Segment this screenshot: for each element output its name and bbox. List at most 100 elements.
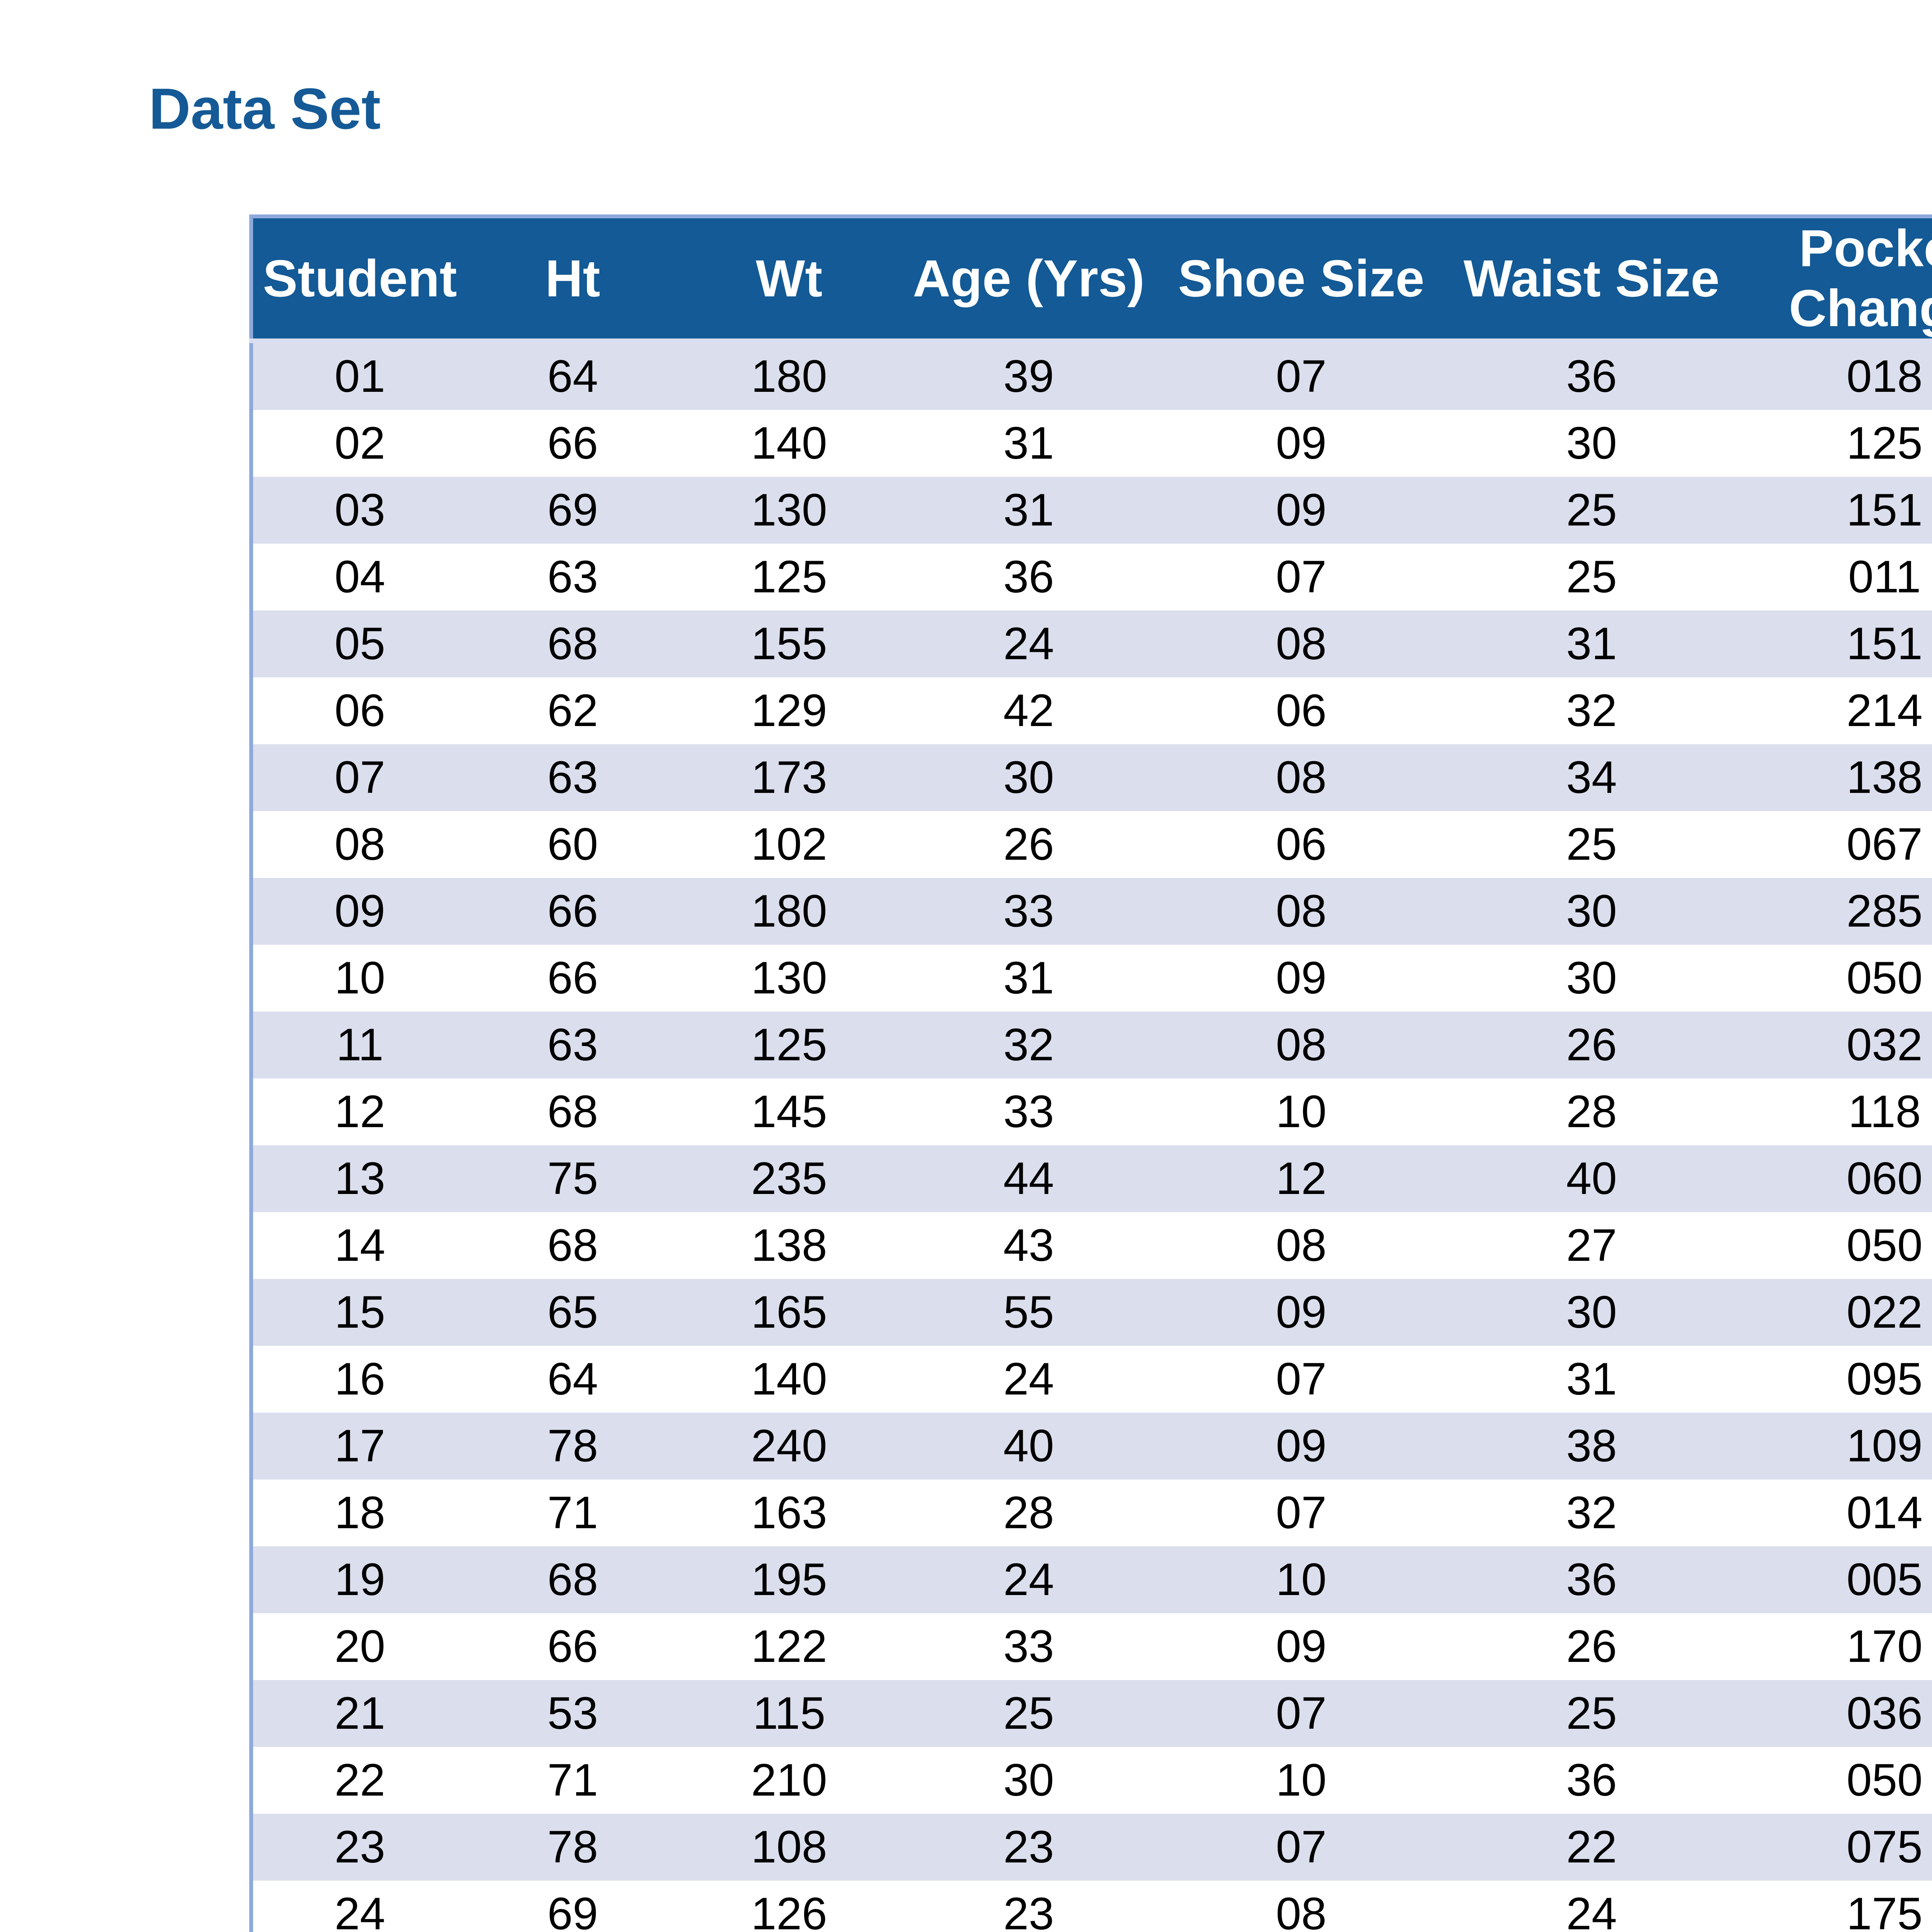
table-cell: 09 xyxy=(1276,952,1327,1003)
table-cell: 130 xyxy=(751,952,827,1003)
table-cell: 214 xyxy=(1846,685,1923,736)
table-cell: 08 xyxy=(1276,1220,1327,1271)
table-cell: 68 xyxy=(547,1554,598,1605)
table-row: 02 66 140 31 09 30 125 xyxy=(251,410,1932,477)
table-row: 20 66 122 33 09 26 170 xyxy=(251,1613,1932,1680)
table-row: 09 66 180 33 08 30 285 xyxy=(251,878,1932,945)
table-cell: 08 xyxy=(1276,618,1327,669)
table-cell: 173 xyxy=(751,752,827,803)
table-cell: 36 xyxy=(1003,551,1054,602)
table-cell: 005 xyxy=(1846,1554,1923,1605)
table-cell: 71 xyxy=(547,1487,598,1538)
table-cell: 26 xyxy=(1566,1019,1617,1070)
table-cell: 69 xyxy=(547,1888,598,1932)
table-cell: 140 xyxy=(751,418,827,469)
table-cell: 01 xyxy=(334,351,386,402)
table-cell: 12 xyxy=(334,1086,386,1137)
table-cell: 40 xyxy=(1566,1153,1617,1204)
table-cell: 07 xyxy=(1276,1354,1327,1405)
table-cell: 24 xyxy=(334,1888,386,1932)
table-row: 14 68 138 43 08 27 050 xyxy=(251,1212,1932,1279)
table-cell: 31 xyxy=(1003,485,1054,536)
table-cell: 10 xyxy=(1276,1554,1327,1605)
table-cell: 16 xyxy=(334,1354,386,1405)
table-cell: 26 xyxy=(1003,819,1054,870)
table-cell: 31 xyxy=(1003,418,1054,469)
table-cell: 26 xyxy=(1566,1621,1617,1672)
table-row: 06 62 129 42 06 32 214 xyxy=(251,677,1932,744)
data-set-table-container: Student Ht Wt Age (Yrs) Shoe Size Waist Size P… xyxy=(249,214,1932,1932)
table-cell: 108 xyxy=(751,1821,827,1872)
table-cell: 69 xyxy=(547,485,598,536)
table-cell: 03 xyxy=(334,485,386,536)
table-cell: 30 xyxy=(1003,1755,1054,1806)
table-cell: 10 xyxy=(334,952,386,1003)
table-body: 01 64 180 39 07 36 018 02 66 140 31 09 30 125 03 69 130 3… xyxy=(251,340,1932,1932)
table-cell: 33 xyxy=(1003,886,1054,937)
table-row: 23 78 108 23 07 22 075 xyxy=(251,1813,1932,1881)
table-cell: 33 xyxy=(1003,1086,1054,1137)
table-cell: 78 xyxy=(547,1420,598,1471)
table-cell: 75 xyxy=(547,1153,598,1204)
table-cell: 125 xyxy=(1846,418,1923,469)
table-cell: 13 xyxy=(334,1153,386,1204)
table-cell: 43 xyxy=(1003,1220,1054,1271)
table-cell: 60 xyxy=(547,819,598,870)
table-cell: 075 xyxy=(1846,1821,1923,1872)
table-cell: 31 xyxy=(1003,952,1054,1003)
column-header-ht: Ht xyxy=(466,216,679,343)
table-cell: 24 xyxy=(1003,1554,1054,1605)
table-cell: 07 xyxy=(1276,351,1327,402)
table-cell: 23 xyxy=(1003,1888,1054,1932)
table-cell: 06 xyxy=(1276,819,1327,870)
table-cell: 138 xyxy=(751,1220,827,1271)
table-cell: 08 xyxy=(1276,886,1327,937)
table-cell: 125 xyxy=(751,551,827,602)
page-title: Data Set xyxy=(149,76,381,141)
table-cell: 23 xyxy=(1003,1821,1054,1872)
table-cell: 31 xyxy=(1566,618,1617,669)
table-cell: 060 xyxy=(1846,1153,1923,1204)
table-cell: 20 xyxy=(334,1621,386,1672)
table-cell: 050 xyxy=(1846,1220,1923,1271)
table-cell: 140 xyxy=(751,1354,827,1405)
table-cell: 09 xyxy=(1276,1420,1327,1471)
table-cell: 18 xyxy=(334,1487,386,1538)
table-cell: 170 xyxy=(1846,1621,1923,1672)
table-cell: 25 xyxy=(1566,485,1617,536)
table-cell: 130 xyxy=(751,485,827,536)
table-cell: 109 xyxy=(1846,1420,1923,1471)
table-cell: 30 xyxy=(1003,752,1054,803)
table-cell: 04 xyxy=(334,551,386,602)
table-cell: 38 xyxy=(1566,1420,1617,1471)
table-cell: 014 xyxy=(1846,1487,1923,1538)
table-cell: 32 xyxy=(1566,1487,1617,1538)
table-cell: 64 xyxy=(547,351,598,402)
table-cell: 68 xyxy=(547,1220,598,1271)
table-cell: 14 xyxy=(334,1220,386,1271)
table-cell: 30 xyxy=(1566,1287,1617,1338)
table-cell: 53 xyxy=(547,1688,598,1739)
table-cell: 07 xyxy=(1276,1487,1327,1538)
table-cell: 30 xyxy=(1566,952,1617,1003)
table-cell: 09 xyxy=(334,886,386,937)
table-row: 04 63 125 36 07 25 011 xyxy=(251,543,1932,611)
table-cell: 68 xyxy=(547,1086,598,1137)
table-cell: 65 xyxy=(547,1287,598,1338)
table-cell: 08 xyxy=(1276,1019,1327,1070)
table-cell: 36 xyxy=(1566,351,1617,402)
table-cell: 011 xyxy=(1848,551,1921,602)
table-row: 18 71 163 28 07 32 014 xyxy=(251,1479,1932,1546)
table-cell: 44 xyxy=(1003,1153,1054,1204)
table-cell: 36 xyxy=(1566,1554,1617,1605)
table-cell: 21 xyxy=(334,1688,386,1739)
table-row: 17 78 240 40 09 38 109 xyxy=(251,1412,1932,1480)
table-row: 24 69 126 23 08 24 175 xyxy=(251,1880,1932,1932)
table-cell: 145 xyxy=(751,1086,827,1137)
table-cell: 06 xyxy=(334,685,386,736)
table-row: 21 53 115 25 07 25 036 xyxy=(251,1680,1932,1747)
table-cell: 07 xyxy=(334,752,386,803)
table-cell: 129 xyxy=(751,685,827,736)
table-cell: 42 xyxy=(1003,685,1054,736)
